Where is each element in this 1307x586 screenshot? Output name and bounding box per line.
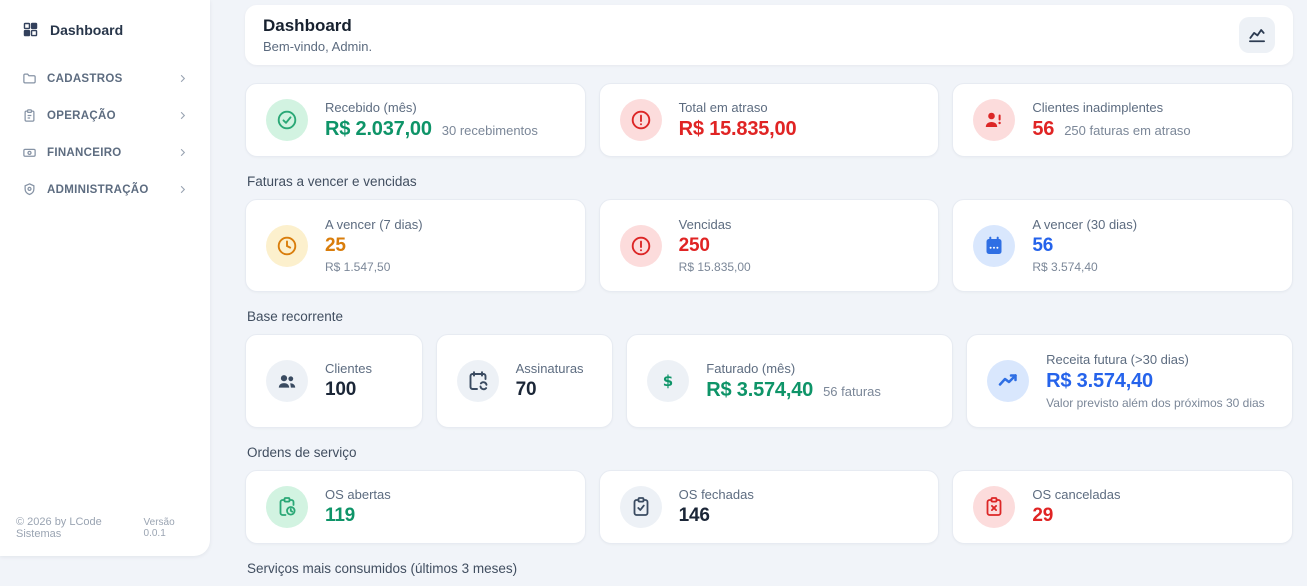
- clipboard-clock-icon: [266, 486, 308, 528]
- card-clientes-inadimplentes: Clientes inadimplentes 56 250 faturas em…: [952, 83, 1294, 157]
- card-label: A vencer (30 dias): [1032, 217, 1138, 232]
- users-icon: [266, 360, 308, 402]
- sidebar-footer: © 2026 by LCode Sistemas Versão 0.0.1: [0, 516, 210, 556]
- card-sub: 30 recebimentos: [441, 122, 538, 138]
- card-label: Faturado (mês): [706, 360, 796, 376]
- card-value: 146: [678, 505, 710, 526]
- card-vencidas: Vencidas 250 R$ 15.835,00: [598, 199, 940, 292]
- card-os-canceladas: OS canceladas 29: [952, 470, 1294, 544]
- card-label: OS abertas: [325, 487, 391, 502]
- sidebar-item-cadastros[interactable]: CADASTROS: [12, 62, 198, 95]
- chevron-right-icon: [177, 110, 188, 121]
- faturas-row: A vencer (7 dias) 25 R$ 1.547,50 Vencida…: [245, 199, 1294, 292]
- clock-icon: [266, 224, 308, 267]
- dollar-icon: $: [647, 360, 690, 402]
- card-value: 70: [515, 379, 537, 400]
- card-value: 56: [1032, 235, 1054, 256]
- sidebar: Dashboard CADASTROS OPERAÇÃO: [0, 0, 210, 556]
- clipboard-icon: [22, 108, 37, 123]
- card-value: 25: [325, 235, 346, 256]
- card-label: A vencer (7 dias): [325, 217, 423, 232]
- card-value: R$ 15.835,00: [678, 117, 797, 140]
- svg-text:$: $: [663, 372, 673, 390]
- card-value: R$ 3.574,40: [706, 378, 814, 401]
- sidebar-item-administracao[interactable]: ADMINISTRAÇÃO: [12, 173, 198, 206]
- card-total-atraso: Total em atraso R$ 15.835,00: [598, 83, 940, 157]
- dashboard-grid-icon: [22, 21, 39, 38]
- card-recebido-mes: Recebido (mês) R$ 2.037,00 30 recebiment…: [245, 83, 586, 157]
- card-sub: 56 faturas: [823, 383, 881, 399]
- card-value: 250: [678, 235, 710, 256]
- check-circle-icon: [266, 99, 308, 141]
- card-label: Assinaturas: [515, 361, 584, 376]
- card-value: R$ 3.574,40: [1046, 370, 1153, 392]
- user-alert-icon: [973, 99, 1016, 141]
- section-title-services: Serviços mais consumidos (últimos 3 mese…: [247, 561, 518, 576]
- welcome-text: Bem-vindo, Admin.: [263, 39, 373, 54]
- sidebar-item-dashboard[interactable]: Dashboard: [0, 0, 210, 50]
- card-sub: Valor previsto além dos próximos 30 dias: [1046, 396, 1265, 410]
- card-a-vencer-7: A vencer (7 dias) 25 R$ 1.547,50: [245, 199, 586, 292]
- os-row: OS abertas 119 OS fechadas 146: [245, 470, 1294, 544]
- calendar-icon: [973, 224, 1016, 267]
- sidebar-item-label: FINANCEIRO: [47, 146, 122, 159]
- card-label: Recebido (mês): [325, 99, 417, 115]
- main-content: Dashboard Bem-vindo, Admin. Recebido (mê…: [210, 0, 1307, 586]
- card-value: 56: [1032, 117, 1055, 140]
- trending-up-icon: [987, 360, 1030, 402]
- card-sub: R$ 1.547,50: [325, 260, 391, 274]
- calendar-sync-icon: [456, 360, 499, 402]
- card-value: 119: [325, 505, 356, 526]
- card-sub: 250 faturas em atraso: [1064, 122, 1191, 138]
- card-os-abertas: OS abertas 119: [245, 470, 586, 544]
- card-receita-futura: Receita futura (>30 dias) R$ 3.574,40 Va…: [966, 334, 1293, 428]
- base-row: Clientes 100 Assinaturas 70 $: [245, 334, 1293, 428]
- summary-row: Recebido (mês) R$ 2.037,00 30 recebiment…: [245, 83, 1294, 157]
- copyright-text: © 2026 by LCode Sistemas: [16, 516, 102, 540]
- card-faturado-mes: $ Faturado (mês) R$ 3.574,40 56 faturas: [626, 334, 954, 428]
- section-title-os: Ordens de serviço: [247, 445, 357, 460]
- sidebar-item-label: OPERAÇÃO: [47, 109, 116, 122]
- section-title-faturas: Faturas a vencer e vencidas: [247, 174, 417, 189]
- card-label: Clientes: [325, 361, 372, 376]
- shield-icon: [22, 182, 37, 197]
- brand-label: Dashboard: [50, 21, 124, 38]
- card-clientes: Clientes 100: [245, 334, 423, 428]
- card-value: 29: [1032, 505, 1054, 526]
- card-label: OS canceladas: [1032, 487, 1121, 502]
- card-assinaturas: Assinaturas 70: [435, 334, 614, 428]
- sidebar-item-financeiro[interactable]: FINANCEIRO: [12, 136, 198, 169]
- card-label: Total em atraso: [678, 99, 768, 115]
- clipboard-check-icon: [619, 486, 662, 528]
- alert-circle-icon: [619, 224, 662, 267]
- chevron-right-icon: [177, 184, 188, 195]
- card-os-fechadas: OS fechadas 146: [598, 470, 940, 544]
- card-value: 100: [325, 379, 357, 400]
- card-a-vencer-30: A vencer (30 dias) 56 R$ 3.574,40: [952, 199, 1294, 292]
- page-title: Dashboard: [263, 16, 352, 35]
- card-label: OS fechadas: [678, 487, 754, 502]
- card-label: Receita futura (>30 dias): [1046, 352, 1189, 367]
- sidebar-item-operacao[interactable]: OPERAÇÃO: [12, 99, 198, 132]
- folder-icon: [22, 71, 37, 86]
- cash-icon: [22, 145, 37, 160]
- alert-circle-icon: [619, 99, 662, 141]
- chart-line-button[interactable]: [1239, 17, 1275, 53]
- version-text: Versão 0.0.1: [143, 517, 175, 539]
- clipboard-x-icon: [973, 486, 1016, 528]
- card-sub: R$ 15.835,00: [678, 260, 751, 274]
- chevron-right-icon: [177, 73, 188, 84]
- card-value: R$ 2.037,00: [325, 117, 432, 140]
- page-header: Dashboard Bem-vindo, Admin.: [245, 5, 1293, 65]
- sidebar-nav: CADASTROS OPERAÇÃO: [0, 50, 210, 206]
- card-label: Clientes inadimplentes: [1032, 99, 1164, 115]
- sidebar-item-label: ADMINISTRAÇÃO: [47, 183, 149, 196]
- chart-line-icon: [1247, 25, 1267, 45]
- chevron-right-icon: [177, 147, 188, 158]
- card-sub: R$ 3.574,40: [1032, 260, 1098, 274]
- card-label: Vencidas: [678, 217, 732, 232]
- section-title-base: Base recorrente: [247, 309, 344, 324]
- sidebar-item-label: CADASTROS: [47, 72, 123, 85]
